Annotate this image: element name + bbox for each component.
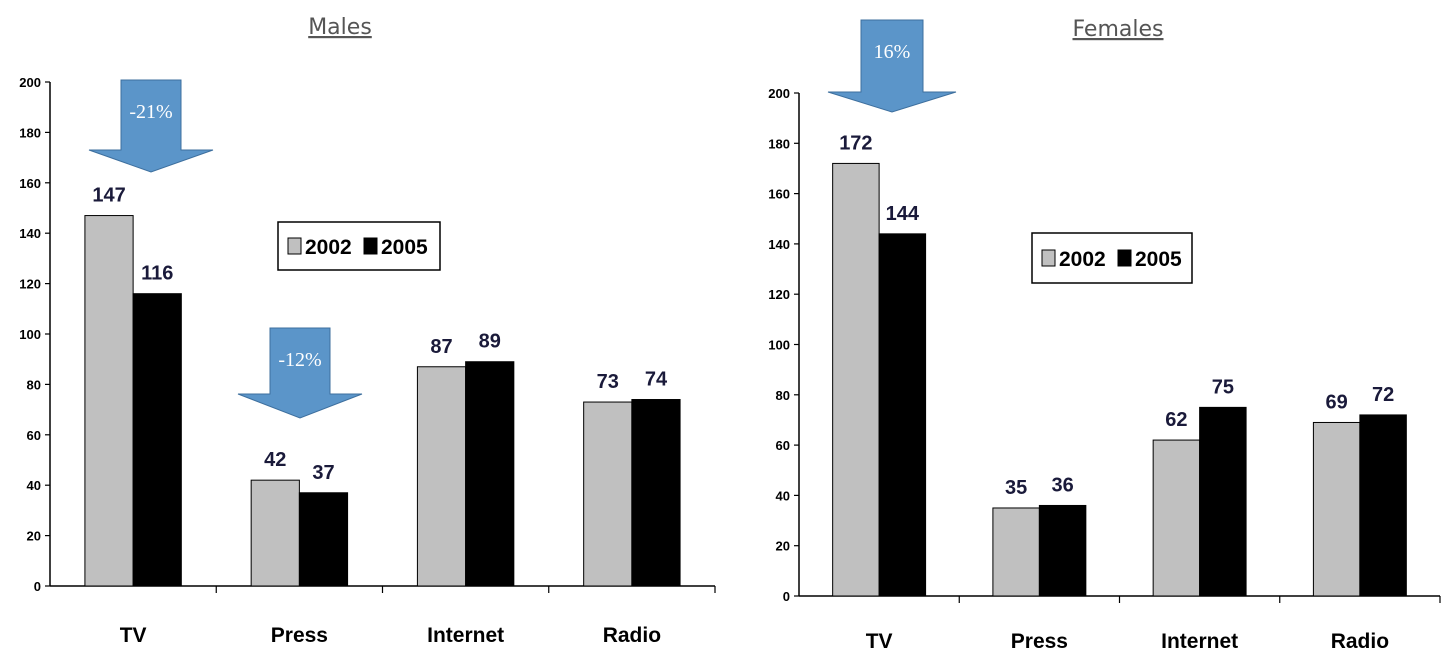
females-chart: Females 0 20 40 60 80 100 120 140 160 180 200 TV 172 1… [768,17,1441,653]
down-arrow-icon [827,19,957,113]
bar-2002 [416,366,467,587]
bar-2005 [465,361,515,587]
change-label: 16% [874,41,911,63]
legend-swatch-2002 [287,237,302,255]
change-label: -12% [278,349,321,371]
x-category-label: TV [120,624,147,647]
bar-2005 [1199,406,1247,597]
y-tick-label: 200 [768,86,790,101]
bar-2005 [132,293,182,587]
y-tick-label: 160 [768,187,790,202]
data-label: 144 [886,203,920,225]
data-label: 116 [141,263,173,285]
bar-2002 [583,401,633,587]
legend-label-2002: 2002 [305,236,352,259]
y-tick-label: 0 [34,579,41,594]
bar-2002 [992,507,1040,597]
legend: 2002 2005 [277,221,441,271]
down-arrow-icon [237,327,363,419]
down-arrow-icon [88,79,214,173]
x-category-label: Press [1011,630,1068,653]
data-label: 37 [312,462,334,484]
legend-swatch-2005 [363,237,378,255]
chart-title: Males [308,15,372,40]
y-tick-label: 140 [19,226,41,241]
y-tick-label: 80 [776,388,790,403]
y-tick-label: 180 [768,136,790,151]
x-category-label: Radio [603,624,661,647]
legend-box [277,221,441,271]
y-tick-label: 60 [27,428,41,443]
data-label: 87 [430,336,452,358]
y-tick-label: 60 [776,438,790,453]
bar-2002 [84,215,134,587]
data-label: 69 [1326,391,1348,413]
legend-label-2005: 2005 [1135,248,1182,271]
bar-2002 [1312,421,1361,597]
y-tick-label: 0 [783,589,790,604]
bar-2002 [1152,439,1201,597]
data-label: 75 [1212,376,1234,398]
x-category-label: Internet [1161,630,1238,653]
legend-label-2002: 2002 [1059,248,1106,271]
change-arrow: 16% [827,19,957,113]
data-label: 72 [1372,384,1394,406]
bar-2002 [832,162,880,597]
legend: 2002 2005 [1031,232,1193,284]
y-tick-label: 80 [27,377,41,392]
legend-box [1031,232,1193,284]
legend-swatch-2005 [1117,249,1132,267]
bar-2002 [250,479,300,587]
males-chart: Males 0 20 40 60 80 100 120 140 160 180 200 TV 147 116… [19,15,716,647]
change-label: -21% [129,101,172,123]
data-label: 36 [1051,474,1073,496]
x-category-label: Internet [427,624,504,647]
y-tick-label: 20 [27,529,41,544]
x-category-label: Press [271,624,328,647]
data-label: 42 [264,449,286,471]
y-tick-label: 120 [19,277,41,292]
y-tick-label: 20 [776,539,790,554]
y-tick-label: 140 [768,237,790,252]
change-arrow: -12% [237,327,363,419]
data-label: 172 [839,132,872,154]
bar-2005 [631,399,681,587]
data-label: 89 [479,331,501,353]
y-tick-label: 180 [19,125,41,140]
bar-2005 [1038,504,1087,597]
y-tick-label: 120 [768,287,790,302]
data-label: 74 [645,369,668,391]
y-tick-label: 100 [768,338,790,353]
y-tick-label: 40 [27,478,41,493]
y-tick-label: 160 [19,176,41,191]
y-tick-label: 100 [19,327,41,342]
bar-2005 [1359,414,1407,597]
y-tick-label: 200 [19,75,41,90]
legend-swatch-2002 [1041,249,1056,267]
bar-2005 [878,233,927,597]
x-category-label: TV [866,630,893,653]
x-category-label: Radio [1331,630,1389,653]
legend-label-2005: 2005 [381,236,428,259]
data-label: 35 [1005,477,1027,499]
data-label: 62 [1165,409,1187,431]
data-label: 73 [597,371,619,393]
data-label: 147 [92,185,125,207]
change-arrow: -21% [88,79,214,173]
y-tick-label: 40 [776,488,790,503]
bar-2005 [298,492,349,587]
chart-title: Females [1072,17,1163,42]
